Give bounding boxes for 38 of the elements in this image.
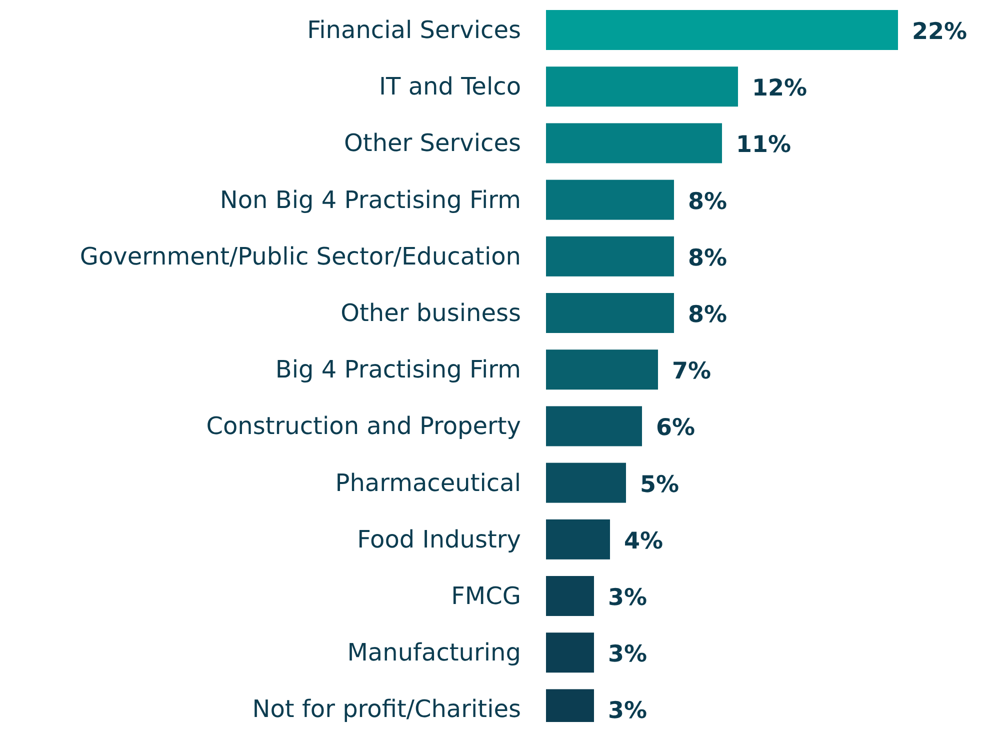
data-label: 11%: [736, 132, 792, 158]
bar: [546, 236, 674, 276]
bar: [546, 123, 722, 164]
bar: [546, 632, 594, 673]
data-label: 3%: [608, 585, 648, 611]
y-tick-label: Food Industry: [357, 525, 521, 554]
data-label: 3%: [608, 642, 648, 668]
bar: [546, 350, 658, 390]
data-label: 6%: [656, 415, 696, 442]
y-tick-label: Financial Services: [307, 16, 521, 44]
data-label: 22%: [912, 19, 968, 45]
y-tick-label: FMCG: [451, 582, 521, 610]
y-tick-label: Pharmaceutical: [335, 468, 521, 497]
data-label: 7%: [672, 358, 712, 385]
data-label: 3%: [608, 698, 648, 724]
y-tick-label: Non Big 4 Practising Firm: [220, 186, 521, 214]
y-tick-label: IT and Telco: [378, 72, 521, 101]
y-tick-label: Other business: [340, 299, 521, 327]
y-tick-label: Government/Public Sector/Education: [80, 242, 521, 270]
y-tick-label: Manufacturing: [347, 638, 521, 667]
bar: [546, 10, 898, 50]
y-tick-label: Other Services: [344, 129, 521, 158]
bar: [546, 180, 674, 220]
y-tick-label: Construction and Property: [206, 412, 521, 440]
data-label: 8%: [688, 188, 728, 215]
data-label: 5%: [640, 472, 680, 498]
bar: [546, 406, 642, 446]
bar: [546, 293, 674, 333]
data-label: 4%: [624, 528, 664, 554]
bar: [546, 519, 610, 560]
y-tick-label: Big 4 Practising Firm: [275, 356, 521, 384]
data-label: 8%: [688, 245, 728, 272]
y-tick-label: Not for profit/Charities: [252, 695, 521, 724]
data-label: 8%: [688, 302, 728, 328]
data-label: 12%: [752, 76, 808, 102]
bar: [546, 66, 738, 107]
bar: [546, 576, 594, 616]
bar: [546, 462, 626, 503]
